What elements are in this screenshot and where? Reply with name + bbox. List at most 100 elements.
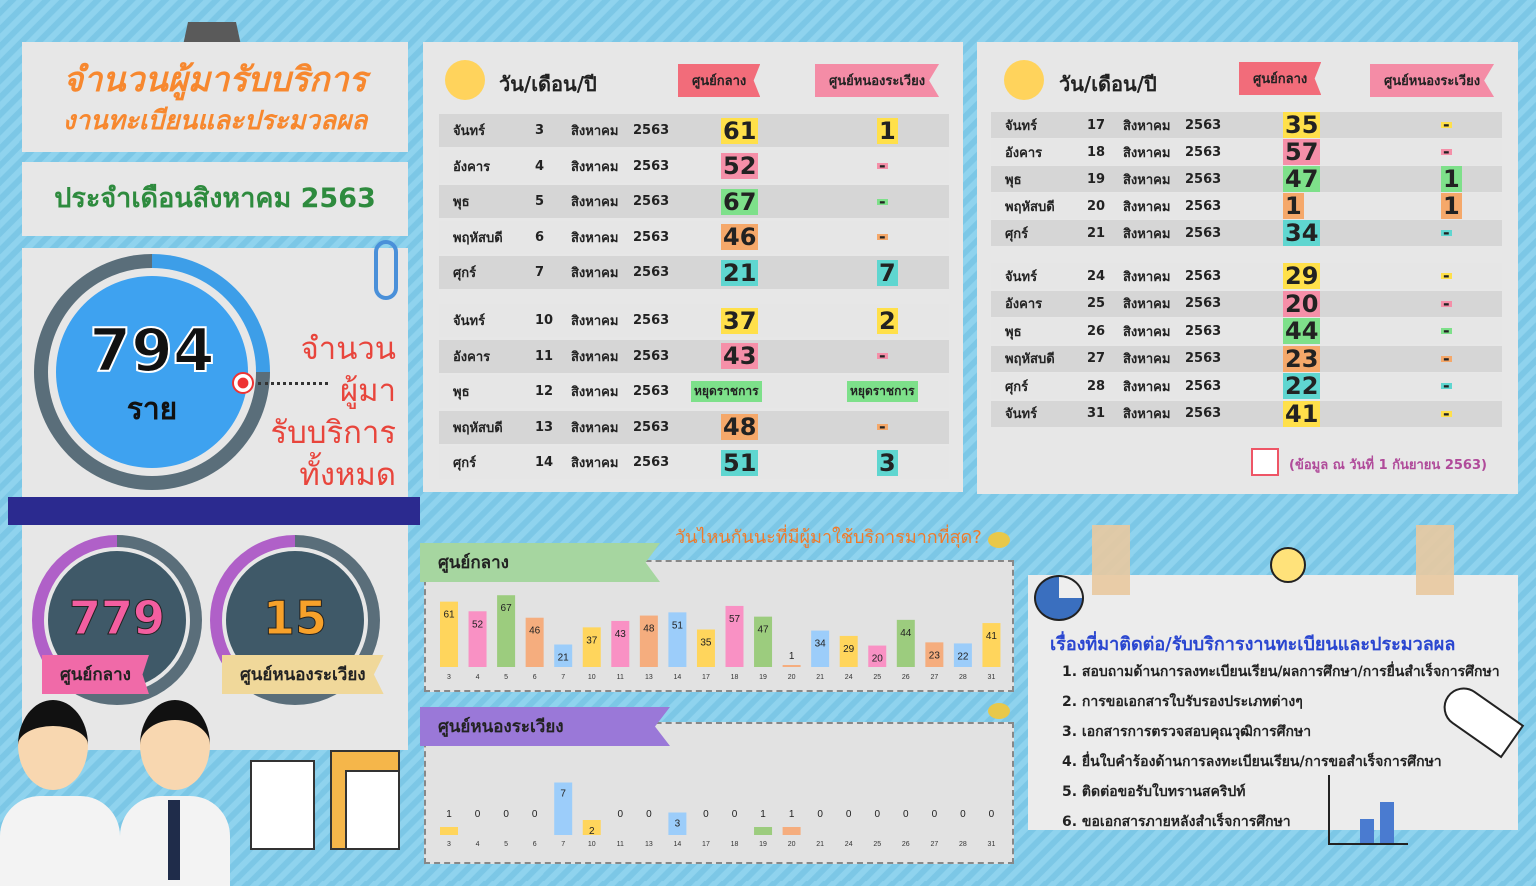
cell-year: 2563 [1185, 117, 1222, 133]
cell-month: สิงหาคม [1123, 324, 1171, 340]
service-item: 3. เอกสารการตรวจสอบคุณวุฒิการศึกษา [1062, 724, 1312, 740]
bar [782, 827, 801, 835]
cell-central: 43 [721, 342, 759, 370]
cell-central: 52 [721, 152, 759, 180]
branch-chart-title: ศูนย์หนองระเวียง [420, 707, 670, 746]
table-row: พุธ 12 สิงหาคม 2563 หยุดราชการ หยุดราชการ [439, 375, 949, 408]
cell-year: 2563 [633, 313, 670, 328]
cell-day: พฤหัสบดี [453, 420, 503, 436]
cell-central: 37 [721, 306, 759, 335]
cell-month: สิงหาคม [1123, 269, 1171, 285]
cell-year: 2563 [1185, 225, 1222, 241]
cell-day: ศุกร์ [1005, 379, 1029, 395]
bar [925, 642, 944, 667]
data-label: 0 [874, 809, 880, 820]
x-tick-label: 28 [959, 674, 967, 681]
cell-date: 24 [1087, 268, 1106, 284]
cell-branch: - [877, 191, 888, 211]
x-tick-label: 7 [561, 841, 565, 848]
cell-date: 20 [1087, 198, 1106, 214]
total-label: จำนวน ผู้มา รับบริการ ทั้งหมด [271, 328, 396, 496]
cell-central: หยุดราชการ [691, 381, 762, 402]
pie-chart-icon [1034, 575, 1084, 621]
table-row: อังคาร 4 สิงหาคม 2563 52 - [439, 149, 949, 183]
cell-year: 2563 [633, 455, 670, 470]
growth-chart-icon [1328, 775, 1408, 845]
cell-month: สิงหาคม [1123, 379, 1171, 395]
cell-central: 29 [1283, 262, 1321, 290]
cell-day: พฤหัสบดี [453, 230, 503, 246]
bar [468, 611, 487, 667]
cell-central: 22 [1283, 372, 1321, 400]
calendar-icon [445, 60, 485, 100]
cell-year: 2563 [1185, 323, 1222, 339]
cell-central: 48 [721, 413, 759, 441]
cell-day: จันทร์ [453, 124, 486, 139]
cell-year: 2563 [633, 194, 670, 209]
calendar-icon [1004, 60, 1044, 100]
cell-central: 34 [1283, 219, 1321, 247]
data-label: 0 [989, 809, 995, 820]
data-label: 23 [929, 650, 941, 661]
x-tick-label: 31 [988, 841, 996, 848]
table-row: พฤหัสบดี 6 สิงหาคม 2563 46 - [439, 220, 949, 254]
data-label: 29 [843, 644, 855, 655]
cell-month: สิงหาคม [571, 124, 619, 139]
bar [497, 595, 516, 667]
x-tick-label: 13 [645, 841, 653, 848]
table-row: ศุกร์ 28 สิงหาคม 2563 22 - [991, 373, 1502, 399]
data-label: 57 [729, 614, 741, 625]
cell-year: 2563 [633, 265, 670, 280]
cell-month: สิงหาคม [1123, 145, 1171, 161]
data-label: 37 [586, 635, 598, 646]
cell-month: สิงหาคม [1123, 297, 1171, 312]
target-icon [232, 372, 254, 394]
cell-central: 21 [721, 258, 759, 287]
lightbulb-icon [1270, 547, 1306, 583]
x-tick-label: 7 [561, 674, 565, 681]
table-row: พุธ 26 สิงหาคม 2563 44 - [991, 318, 1502, 344]
cell-day: พฤหัสบดี [1005, 199, 1055, 215]
data-label: 47 [757, 625, 769, 636]
data-label: 0 [903, 809, 909, 820]
bar [754, 827, 773, 835]
table-row: พฤหัสบดี 20 สิงหาคม 2563 1 1 [991, 193, 1502, 219]
data-label: 2 [589, 826, 595, 837]
bar [525, 617, 544, 667]
centers-box: 779 ศูนย์กลาง 15 ศูนย์หนองระเวียง [22, 525, 408, 750]
cell-year: 2563 [633, 229, 670, 245]
data-label: 0 [932, 809, 938, 820]
x-tick-label: 14 [674, 841, 682, 848]
data-label: 22 [957, 651, 969, 662]
cell-day: จันทร์ [453, 314, 486, 329]
cell-day: จันทร์ [1005, 118, 1038, 134]
cell-month: สิงหาคม [571, 420, 619, 436]
data-label: 1 [789, 809, 795, 820]
pin-icon [988, 703, 1010, 719]
data-label: 44 [900, 628, 912, 639]
x-tick-label: 21 [816, 841, 824, 848]
cell-central: 35 [1283, 111, 1321, 139]
cell-date: 28 [1087, 378, 1106, 394]
cell-central: 23 [1283, 344, 1321, 373]
table-row: จันทร์ 31 สิงหาคม 2563 41 - [991, 400, 1502, 427]
data-label: 43 [615, 629, 627, 640]
person-illustration-male [110, 700, 250, 886]
cell-branch: - [877, 346, 888, 365]
x-tick-label: 6 [533, 841, 537, 848]
cell-day: พุธ [453, 195, 470, 210]
month-box: ประจำเดือนสิงหาคม 2563 [22, 162, 408, 236]
date-header: วัน/เดือน/ปี [499, 72, 597, 96]
total-label-line: ทั้งหมด [299, 457, 396, 493]
cell-branch: - [1441, 403, 1452, 423]
title-line2: งานทะเบียนและประมวลผล [62, 106, 368, 136]
cell-year: 2563 [633, 158, 670, 174]
cell-branch: 1 [877, 116, 898, 145]
bar [639, 615, 658, 667]
x-tick-label: 20 [788, 841, 796, 848]
data-label: 0 [618, 809, 624, 820]
cell-date: 5 [535, 194, 545, 209]
data-label: 7 [560, 789, 566, 800]
bar [868, 645, 887, 667]
x-tick-label: 31 [988, 674, 996, 681]
